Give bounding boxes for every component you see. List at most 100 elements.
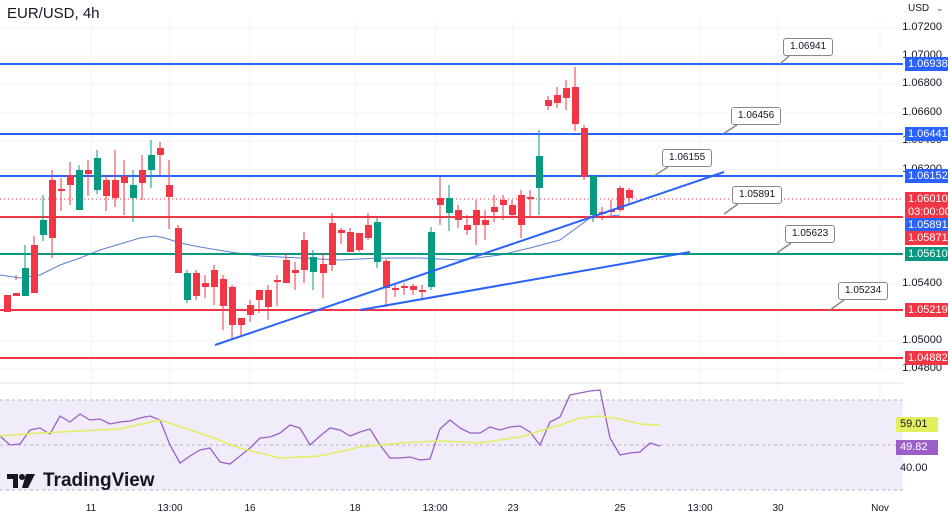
time-tick-label: 16 <box>244 503 256 514</box>
bearish-candle <box>247 305 254 315</box>
symbol-title: EUR/USD, 4h <box>7 5 100 22</box>
bearish-candle <box>49 180 56 238</box>
price-badge: 1.06441 <box>905 127 948 141</box>
price-tick-label: 1.05000 <box>902 334 942 346</box>
price-badge: 1.05610 <box>905 247 948 261</box>
bullish-candle <box>40 220 47 235</box>
level-callout[interactable]: 1.05623 <box>785 225 836 243</box>
callout-pointer <box>779 55 790 65</box>
price-tick-label: 1.06600 <box>902 106 942 118</box>
bearish-candle <box>31 245 38 293</box>
time-tick-label: 11 <box>85 503 97 514</box>
bullish-candle <box>130 185 137 198</box>
price-badge: 1.05871 <box>905 231 948 245</box>
bearish-candle <box>292 270 299 273</box>
bearish-candle <box>383 261 390 288</box>
price-badge: 1.06152 <box>905 169 948 183</box>
bearish-candle <box>347 232 354 252</box>
bearish-candle <box>356 233 363 250</box>
bearish-candle <box>617 188 624 210</box>
rsi-ma-value-badge: 59.01 <box>896 417 938 432</box>
level-callout[interactable]: 1.06941 <box>783 38 834 56</box>
bearish-candle <box>581 128 588 177</box>
bearish-candle <box>274 280 281 282</box>
tradingview-logo[interactable]: TradingView <box>7 470 155 492</box>
bearish-candle <box>509 205 516 215</box>
bearish-candle <box>491 207 498 212</box>
bullish-candle <box>428 232 435 287</box>
bearish-candle <box>175 228 182 273</box>
bearish-candle <box>563 88 570 98</box>
rsi-level-label: 40.00 <box>900 462 928 474</box>
bullish-candle <box>94 158 101 190</box>
bearish-candle <box>220 279 227 306</box>
bearish-candle <box>166 185 173 197</box>
bearish-candle <box>320 264 327 273</box>
price-tick-label: 1.05400 <box>902 277 942 289</box>
bearish-candle <box>392 288 399 290</box>
bearish-candle <box>338 230 345 233</box>
level-callout[interactable]: 1.06456 <box>731 107 782 125</box>
callout-pointer <box>653 166 669 177</box>
price-tick-label: 1.04800 <box>902 362 942 374</box>
bearish-candle <box>265 290 272 307</box>
bullish-candle <box>374 222 381 262</box>
bearish-candle <box>365 225 372 238</box>
price-badge: 1.05891 <box>905 218 948 232</box>
time-tick-label: 13:00 <box>422 503 448 514</box>
tradingview-logo-text: TradingView <box>43 470 155 491</box>
level-callout[interactable]: 1.05234 <box>838 282 889 300</box>
bullish-candle <box>446 198 453 213</box>
time-tick-label: 23 <box>507 503 519 514</box>
bearish-candle <box>193 273 200 296</box>
currency-selector[interactable]: USD <box>908 3 930 14</box>
bearish-candle <box>572 87 579 124</box>
bearish-candle <box>437 198 444 205</box>
price-badge: 1.06010 <box>905 192 948 206</box>
rsi-line <box>0 389 661 465</box>
price-tick-label: 1.07200 <box>902 21 942 33</box>
price-badge: 1.06938 <box>905 57 948 71</box>
bearish-candle <box>464 225 471 230</box>
bearish-candle <box>112 180 119 198</box>
bearish-candle <box>554 95 561 103</box>
bearish-candle <box>473 210 480 225</box>
bearish-candle <box>103 180 110 196</box>
bearish-candle <box>13 293 20 296</box>
rsi-value-badge: 49.82 <box>896 440 938 455</box>
bearish-candle <box>301 240 308 270</box>
time-tick-label: 13:00 <box>687 503 713 514</box>
bearish-candle <box>518 195 525 225</box>
callout-pointer <box>722 124 738 135</box>
callout-pointer <box>723 203 739 215</box>
bearish-candle <box>211 270 218 287</box>
bearish-candle <box>626 190 633 198</box>
price-tick-label: 1.06800 <box>902 77 942 89</box>
bearish-candle <box>139 170 146 183</box>
bearish-candle <box>58 189 65 191</box>
bearish-candle <box>527 197 534 199</box>
callout-pointer <box>829 299 845 311</box>
bearish-candle <box>121 176 128 183</box>
level-callout[interactable]: 1.05891 <box>732 186 783 204</box>
tradingview-logo-icon <box>7 474 35 488</box>
bearish-candle <box>419 290 426 292</box>
time-tick-label: 25 <box>614 503 626 514</box>
trendline <box>214 171 725 346</box>
bearish-candle <box>482 220 489 225</box>
bearish-candle <box>202 283 209 287</box>
bearish-candle <box>500 200 507 205</box>
bearish-candle <box>256 290 263 300</box>
level-callout[interactable]: 1.06155 <box>662 149 713 167</box>
price-badge: 1.05219 <box>905 303 948 317</box>
bearish-candle <box>85 170 92 174</box>
rsi-moving-average-line <box>0 415 661 459</box>
bearish-candle <box>545 100 552 106</box>
bearish-candle <box>410 286 417 290</box>
bullish-candle <box>310 257 317 272</box>
bullish-candle <box>76 170 83 210</box>
chevron-down-icon[interactable]: ⌄ <box>936 3 944 13</box>
bearish-candle <box>401 286 408 288</box>
time-tick-label: Nov <box>871 503 889 514</box>
